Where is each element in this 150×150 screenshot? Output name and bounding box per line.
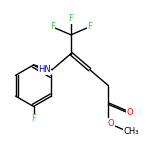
Text: CH₃: CH₃ [123, 127, 139, 136]
Text: O: O [108, 119, 114, 128]
Text: F: F [87, 22, 92, 31]
Text: F: F [50, 22, 55, 31]
Text: O: O [127, 108, 133, 117]
Text: HN: HN [38, 65, 51, 74]
Text: F: F [69, 14, 73, 23]
Text: F: F [31, 114, 36, 123]
